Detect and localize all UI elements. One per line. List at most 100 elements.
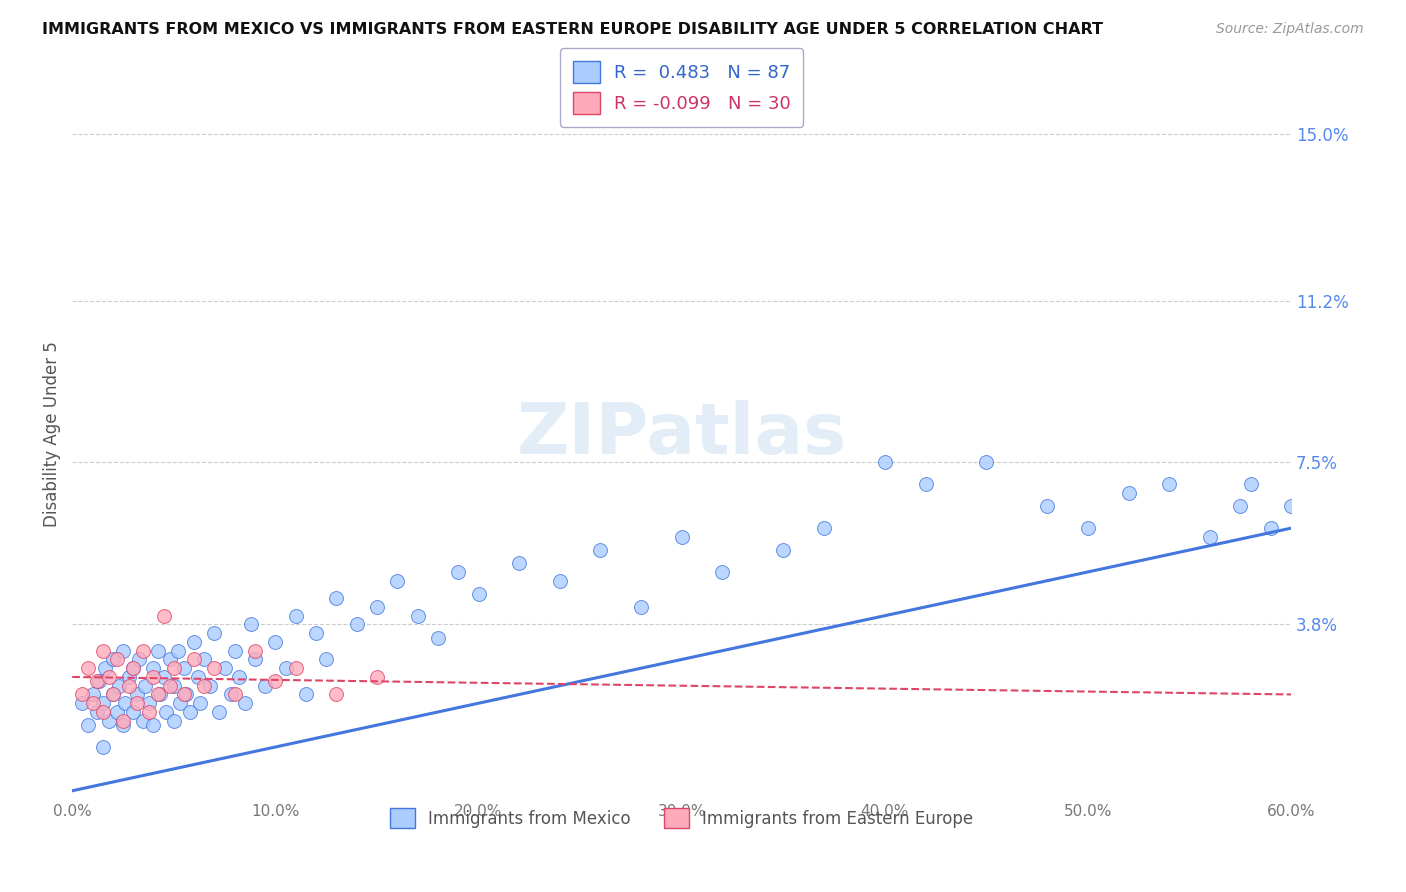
Point — [1199, 530, 1222, 544]
Point — [711, 565, 734, 579]
Point — [305, 626, 328, 640]
Text: Source: ZipAtlas.com: Source: ZipAtlas.com — [1216, 22, 1364, 37]
Point — [101, 652, 124, 666]
Point — [122, 661, 145, 675]
Point — [224, 688, 246, 702]
Point — [163, 661, 186, 675]
Point — [77, 718, 100, 732]
Point — [142, 718, 165, 732]
Point — [366, 670, 388, 684]
Point — [914, 477, 936, 491]
Point — [284, 661, 307, 675]
Point — [132, 714, 155, 728]
Point — [105, 705, 128, 719]
Point — [128, 652, 150, 666]
Point — [149, 688, 172, 702]
Point — [254, 679, 277, 693]
Point — [976, 455, 998, 469]
Point — [508, 556, 530, 570]
Point — [105, 652, 128, 666]
Point — [163, 714, 186, 728]
Point — [219, 688, 242, 702]
Point — [86, 674, 108, 689]
Point — [274, 661, 297, 675]
Point — [167, 643, 190, 657]
Point — [243, 652, 266, 666]
Point — [114, 696, 136, 710]
Point — [97, 670, 120, 684]
Point — [118, 670, 141, 684]
Point — [387, 574, 409, 588]
Point — [134, 679, 156, 693]
Point — [188, 696, 211, 710]
Point — [159, 652, 181, 666]
Point — [366, 599, 388, 614]
Point — [1229, 500, 1251, 514]
Point — [142, 661, 165, 675]
Point — [127, 696, 149, 710]
Point — [589, 543, 612, 558]
Point — [224, 643, 246, 657]
Point — [1260, 521, 1282, 535]
Point — [1279, 500, 1302, 514]
Point — [142, 670, 165, 684]
Point — [873, 455, 896, 469]
Point — [772, 543, 794, 558]
Point — [214, 661, 236, 675]
Point — [204, 661, 226, 675]
Point — [179, 705, 201, 719]
Point — [264, 674, 287, 689]
Point — [173, 661, 195, 675]
Point — [169, 696, 191, 710]
Point — [146, 643, 169, 657]
Point — [243, 643, 266, 657]
Point — [295, 688, 318, 702]
Point — [1159, 477, 1181, 491]
Point — [91, 739, 114, 754]
Point — [315, 652, 337, 666]
Point — [1239, 477, 1261, 491]
Point — [1077, 521, 1099, 535]
Point — [426, 631, 449, 645]
Point — [91, 705, 114, 719]
Point — [174, 688, 197, 702]
Point — [118, 679, 141, 693]
Point — [1036, 500, 1059, 514]
Point — [152, 670, 174, 684]
Point — [671, 530, 693, 544]
Point — [82, 696, 104, 710]
Point — [138, 696, 160, 710]
Y-axis label: Disability Age Under 5: Disability Age Under 5 — [44, 341, 60, 527]
Point — [127, 688, 149, 702]
Point — [193, 652, 215, 666]
Point — [101, 688, 124, 702]
Point — [155, 705, 177, 719]
Point — [111, 643, 134, 657]
Point — [91, 643, 114, 657]
Point — [101, 688, 124, 702]
Point — [159, 679, 181, 693]
Text: IMMIGRANTS FROM MEXICO VS IMMIGRANTS FROM EASTERN EUROPE DISABILITY AGE UNDER 5 : IMMIGRANTS FROM MEXICO VS IMMIGRANTS FRO… — [42, 22, 1104, 37]
Point — [204, 626, 226, 640]
Point — [111, 714, 134, 728]
Point — [122, 661, 145, 675]
Point — [93, 661, 115, 675]
Point — [346, 617, 368, 632]
Point — [284, 608, 307, 623]
Point — [132, 643, 155, 657]
Point — [77, 661, 100, 675]
Text: ZIPatlas: ZIPatlas — [516, 400, 846, 468]
Point — [72, 688, 94, 702]
Point — [97, 714, 120, 728]
Point — [146, 688, 169, 702]
Point — [163, 679, 186, 693]
Point — [813, 521, 835, 535]
Legend: Immigrants from Mexico, Immigrants from Eastern Europe: Immigrants from Mexico, Immigrants from … — [384, 801, 980, 835]
Point — [406, 608, 429, 623]
Point — [548, 574, 571, 588]
Point — [87, 674, 110, 689]
Point — [325, 591, 347, 606]
Point — [72, 696, 94, 710]
Point — [183, 635, 205, 649]
Point — [228, 670, 250, 684]
